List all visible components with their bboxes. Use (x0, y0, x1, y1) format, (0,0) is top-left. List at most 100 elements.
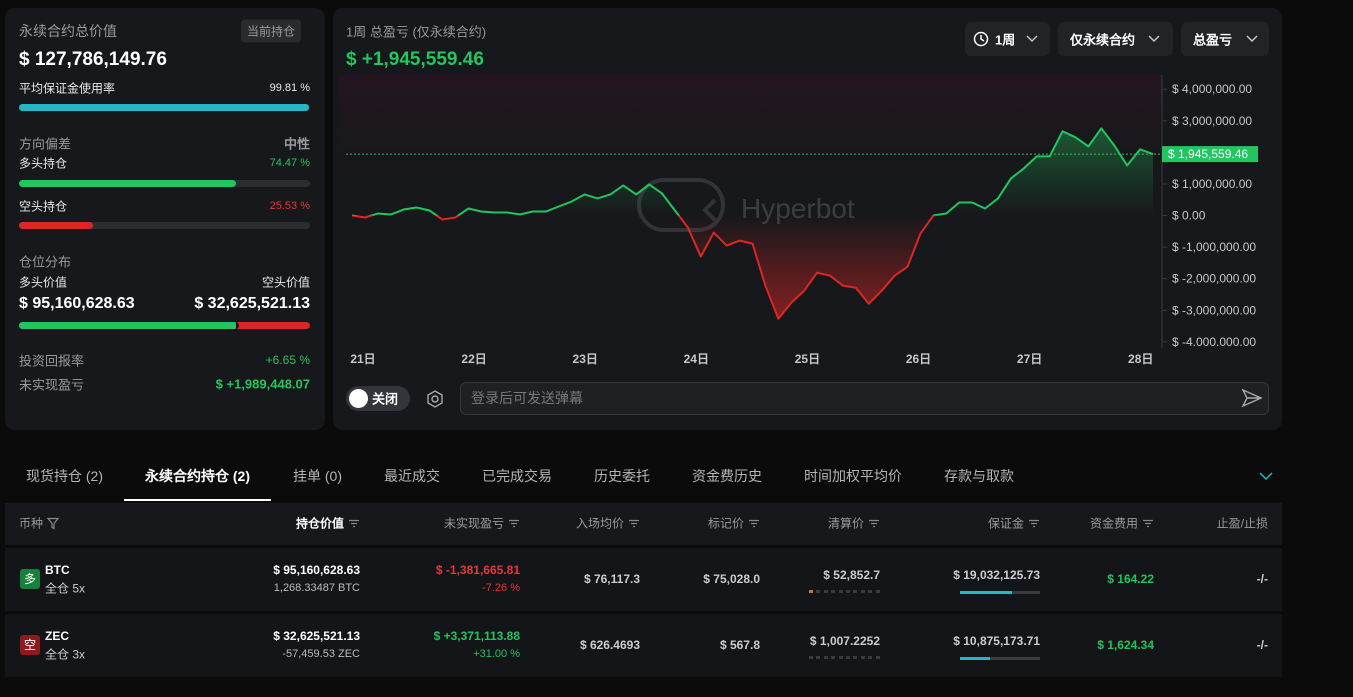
value: $ 95,160,628.63 (19, 295, 135, 312)
value: 74.47 % (269, 157, 310, 169)
mark-price: $ 567.8 (719, 638, 760, 652)
table-header (5, 503, 1282, 545)
size: 1,268.33487 BTC (273, 582, 360, 594)
liq-dot (875, 590, 880, 593)
liq-dot (831, 590, 836, 593)
y-tick-label: $ 3,000,000.00 (1172, 114, 1252, 128)
column-header[interactable]: 标记价 (708, 515, 760, 532)
tab[interactable]: 资金费历史 (692, 468, 762, 484)
entry-price: $ 626.4693 (579, 638, 640, 652)
clock-icon (973, 31, 989, 47)
label: 多头持仓 (19, 156, 68, 171)
current-label: $ 1,945,559.46 (1168, 147, 1248, 161)
tpsl[interactable]: -/- (1256, 572, 1268, 586)
tab[interactable]: 已完成交易 (482, 468, 552, 484)
track (19, 104, 310, 111)
x-tick-label: 24日 (684, 352, 709, 366)
sort-icon[interactable] (864, 517, 880, 531)
filter-button[interactable] (965, 22, 1050, 56)
summary-title: 永续合约总价值 (19, 23, 117, 39)
sort-icon[interactable] (43, 517, 60, 531)
x-tick-label: 27日 (1017, 352, 1042, 366)
sort-icon[interactable] (504, 517, 520, 531)
short-bar (19, 222, 94, 229)
column-header[interactable]: 未实现盈亏 (444, 515, 520, 532)
tab[interactable]: 挂单 (0) (293, 468, 342, 484)
size: -57,459.53 ZEC (282, 648, 360, 660)
liq-dot (823, 590, 828, 593)
tab[interactable]: 永续合约持仓 (2) (145, 468, 250, 484)
filter-label[interactable]: 1周 (995, 32, 1016, 48)
value: +6.65 % (265, 353, 310, 367)
toggle[interactable] (346, 386, 410, 411)
x-tick-label: 28日 (1128, 352, 1153, 366)
settings-icon[interactable] (425, 389, 445, 409)
sort-icon[interactable] (744, 517, 760, 531)
tab[interactable]: 历史委托 (594, 468, 650, 484)
x-tick-label: 22日 (461, 352, 486, 366)
y-tick-label: $ -2,000,000.00 (1172, 272, 1256, 286)
toggle-label[interactable]: 关闭 (372, 391, 399, 407)
chevron[interactable] (1259, 472, 1273, 480)
track (19, 222, 310, 229)
badge[interactable]: 当前持仓 (241, 19, 302, 43)
liq-dot (868, 590, 873, 593)
line (351, 127, 1154, 320)
column-header[interactable]: 止盈/止损 (1216, 516, 1268, 531)
x-tick-label: 26日 (906, 352, 931, 366)
column-header[interactable]: 清算价 (828, 515, 880, 532)
tab[interactable]: 时间加权平均价 (804, 468, 902, 484)
liq-price: $ 52,852.7 (823, 568, 880, 582)
liq-dot (846, 656, 850, 659)
coin[interactable]: ZEC (45, 629, 69, 643)
chart-title: 1周 总盈亏 (仅永续合约) (346, 24, 487, 40)
tab[interactable]: 现货持仓 (2) (26, 468, 103, 484)
column-header[interactable]: 持仓价值 (296, 515, 360, 532)
column-header[interactable]: 资金费用 (1090, 515, 1154, 532)
placeholder[interactable]: 登录后可发送弹幕 (471, 390, 583, 406)
liq-dot (853, 590, 858, 593)
danmaku-input[interactable] (460, 382, 1269, 415)
chevron (1246, 35, 1258, 42)
y-tick-label: $ 0.00 (1172, 209, 1206, 223)
filter-label[interactable]: 总盈亏 (1193, 32, 1233, 48)
margin-bar (960, 591, 1012, 594)
side-badge: 多 (20, 569, 40, 589)
funding: $ 1,624.34 (1097, 638, 1154, 652)
label: 空头价值 (261, 275, 310, 290)
tab[interactable]: 存款与取款 (944, 468, 1014, 484)
chevron (1026, 35, 1038, 42)
liq-dot (868, 656, 873, 659)
filter-button[interactable] (1058, 22, 1173, 56)
value: $ 32,625,521.13 (194, 295, 310, 312)
label: 多头价值 (19, 275, 68, 290)
table-row (5, 548, 1282, 611)
value: 99.81 % (269, 82, 310, 94)
label: 仓位分布 (19, 254, 72, 270)
funding: $ 164.22 (1107, 572, 1154, 586)
tpsl[interactable]: -/- (1256, 638, 1268, 652)
column-header[interactable]: 保证金 (988, 515, 1040, 532)
liq-dot (875, 656, 880, 659)
margin-track (960, 657, 1040, 660)
column-header[interactable]: 币种 (19, 515, 60, 532)
column-header[interactable]: 入场均价 (576, 515, 640, 532)
send-icon[interactable] (1241, 388, 1263, 408)
side-badge: 空 (20, 635, 40, 655)
position-value: $ 95,160,628.63 (273, 563, 360, 577)
chevron (1148, 35, 1160, 42)
label: 空头持仓 (19, 199, 68, 214)
entry-price: $ 76,117.3 (583, 572, 640, 586)
tab[interactable]: 最近成交 (384, 468, 440, 484)
sort-icon[interactable] (1138, 517, 1154, 531)
total: $ 127,786,149.76 (19, 49, 167, 70)
filter-label[interactable]: 仅永续合约 (1070, 32, 1136, 48)
sort-icon[interactable] (344, 517, 360, 531)
sort-icon[interactable] (624, 517, 640, 531)
coin[interactable]: BTC (45, 563, 70, 577)
mark-price: $ 75,028.0 (703, 572, 760, 586)
liq-dot (853, 656, 858, 659)
y-tick-label: $ -1,000,000.00 (1172, 240, 1256, 254)
sort-icon[interactable] (1024, 517, 1040, 531)
